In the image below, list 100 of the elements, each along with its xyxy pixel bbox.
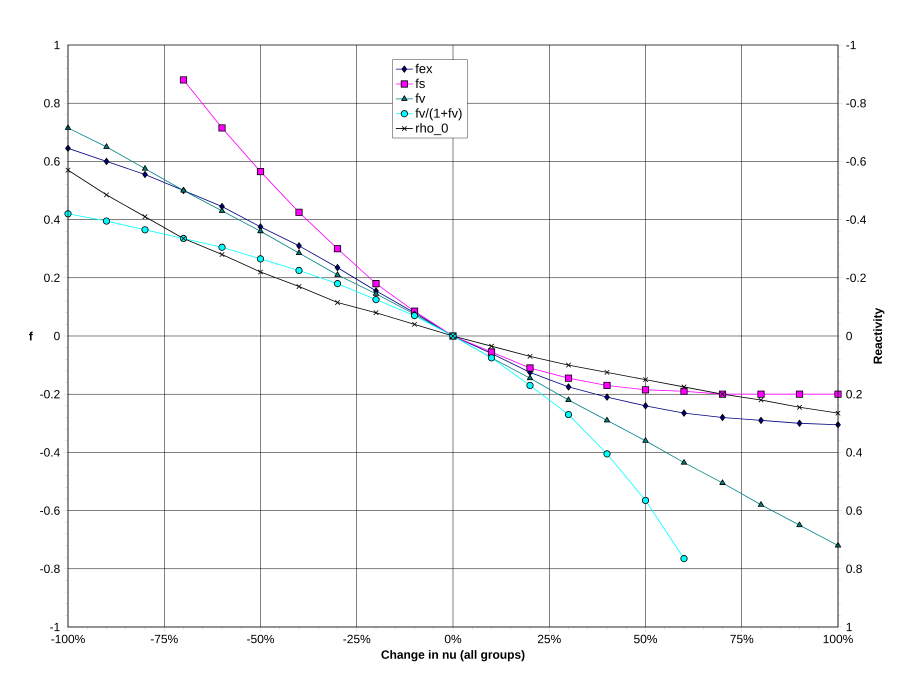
point bbox=[680, 388, 688, 395]
point bbox=[527, 354, 533, 360]
legend-label: fv bbox=[415, 93, 426, 103]
point bbox=[526, 364, 534, 372]
point bbox=[295, 266, 303, 274]
legend-label: fex bbox=[415, 64, 432, 74]
y-tick-label: 1 bbox=[54, 40, 60, 50]
point bbox=[604, 370, 610, 376]
point bbox=[296, 249, 302, 256]
y2-tick-label: 1 bbox=[846, 622, 852, 632]
y-axis-title: f bbox=[29, 332, 33, 340]
y2-tick-label: 0 bbox=[846, 332, 852, 340]
point bbox=[758, 501, 764, 507]
point bbox=[796, 522, 803, 528]
point bbox=[257, 228, 264, 234]
x-tick-label: -100% bbox=[51, 634, 85, 644]
x-tick-label: -50% bbox=[247, 634, 274, 644]
point bbox=[103, 143, 110, 149]
y-tick-label: 0.6 bbox=[44, 157, 60, 166]
y2-tick-label: 0.4 bbox=[846, 448, 862, 457]
y2-tick-label: -0.8 bbox=[846, 98, 866, 108]
x-tick-label: 0% bbox=[444, 634, 462, 644]
y2-tick-label: 0.8 bbox=[846, 564, 862, 574]
x-tick-label: 25% bbox=[538, 634, 561, 644]
point bbox=[604, 394, 610, 401]
y-tick-label: 0.2 bbox=[44, 274, 60, 282]
point bbox=[526, 382, 534, 390]
point bbox=[142, 165, 148, 171]
x-tick-label: 75% bbox=[730, 634, 754, 644]
y2-tick-label: -1 bbox=[846, 40, 856, 50]
point bbox=[104, 158, 110, 165]
point bbox=[796, 390, 804, 398]
x-tick-label: -25% bbox=[343, 634, 370, 644]
y-tick-label: -0.4 bbox=[40, 448, 60, 457]
point bbox=[218, 244, 226, 251]
point bbox=[373, 310, 379, 316]
point bbox=[372, 290, 380, 296]
point bbox=[758, 416, 764, 424]
point bbox=[142, 170, 148, 178]
point bbox=[835, 410, 841, 416]
point bbox=[142, 214, 148, 220]
point bbox=[412, 322, 418, 328]
point bbox=[758, 397, 764, 403]
y2-tick-label: -0.2 bbox=[846, 274, 866, 282]
point bbox=[642, 496, 650, 504]
point bbox=[603, 450, 611, 458]
point bbox=[296, 242, 302, 250]
point bbox=[680, 555, 688, 562]
point bbox=[372, 280, 380, 288]
point bbox=[642, 386, 650, 394]
point bbox=[564, 410, 572, 418]
point bbox=[719, 479, 726, 485]
point bbox=[334, 245, 342, 252]
legend-label: rho_0 bbox=[416, 123, 448, 136]
y2-tick-label: -0.6 bbox=[846, 157, 866, 166]
point bbox=[488, 344, 494, 349]
point bbox=[603, 382, 611, 390]
y2-axis-title: Reactivity bbox=[873, 308, 884, 364]
y-tick-label: -1 bbox=[50, 622, 60, 632]
point bbox=[372, 296, 380, 304]
x-tick-label: 100% bbox=[824, 634, 853, 644]
point bbox=[65, 167, 71, 173]
point bbox=[141, 226, 149, 234]
y-tick-label: 0 bbox=[54, 332, 60, 340]
point bbox=[334, 271, 341, 277]
point bbox=[796, 404, 802, 410]
point bbox=[295, 208, 303, 216]
point bbox=[334, 264, 340, 272]
point bbox=[102, 217, 110, 225]
x-tick-label: -75% bbox=[150, 634, 178, 644]
y-tick-label: 0.4 bbox=[44, 215, 60, 224]
point bbox=[565, 396, 572, 402]
point bbox=[566, 383, 572, 391]
point bbox=[218, 207, 226, 213]
point bbox=[642, 437, 649, 443]
point bbox=[642, 376, 648, 382]
legend-label: fv/(1+fv) bbox=[415, 108, 462, 120]
point bbox=[642, 402, 648, 410]
point bbox=[180, 76, 188, 84]
y-tick-label: 0.8 bbox=[44, 98, 60, 108]
point bbox=[334, 300, 340, 306]
y-tick-label: -0.6 bbox=[40, 506, 60, 515]
point bbox=[526, 374, 534, 380]
point bbox=[334, 280, 342, 288]
point bbox=[680, 458, 688, 465]
point bbox=[256, 255, 264, 262]
y2-tick-label: 0.2 bbox=[846, 390, 862, 398]
point bbox=[604, 416, 610, 422]
x-axis-title: Change in nu (all groups) bbox=[381, 650, 524, 662]
point bbox=[258, 269, 264, 275]
point bbox=[410, 312, 418, 320]
y2-tick-label: 0.6 bbox=[846, 506, 862, 515]
y-tick-label: -0.8 bbox=[40, 564, 60, 574]
point bbox=[757, 390, 765, 398]
point bbox=[218, 124, 226, 132]
x-tick-label: 50% bbox=[634, 634, 658, 644]
point bbox=[681, 410, 687, 417]
point bbox=[564, 374, 572, 382]
point bbox=[796, 420, 802, 427]
y-tick-label: -0.2 bbox=[40, 390, 60, 398]
